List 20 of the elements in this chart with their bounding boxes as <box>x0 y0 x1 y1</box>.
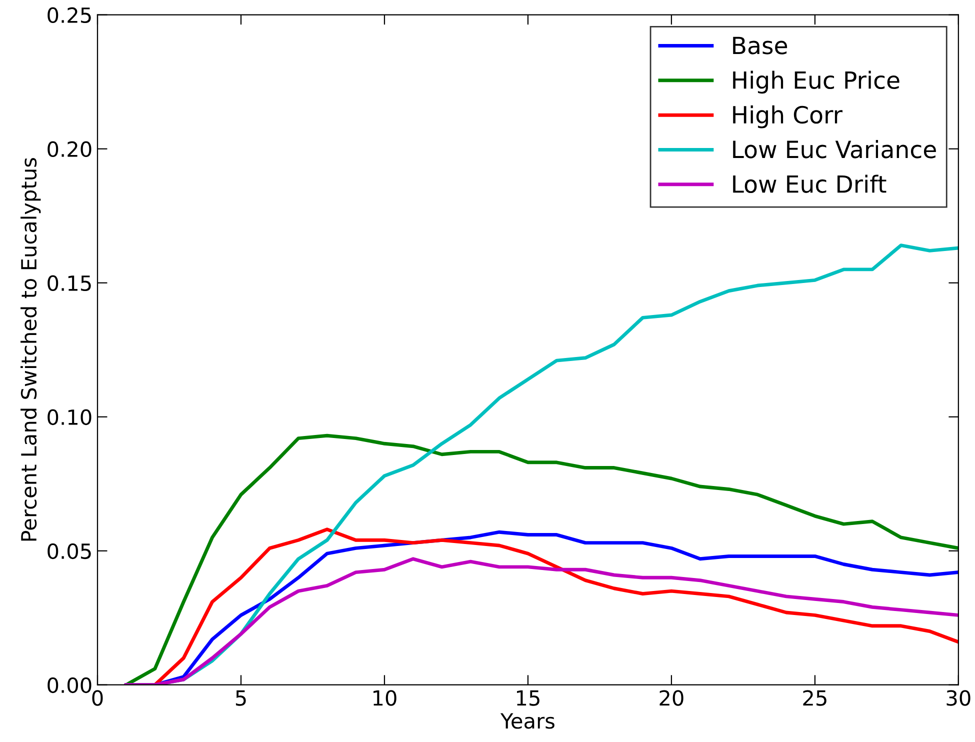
x-tick-label: 30 <box>946 690 970 706</box>
x-tick-label: 15 <box>516 690 540 706</box>
x-tick-label: 10 <box>374 690 396 706</box>
y-axis-title: Percent Land Switched to Eucalyptus <box>20 158 41 541</box>
x-tick-label: 25 <box>803 690 826 706</box>
y-tick-label: 0.25 <box>48 7 91 24</box>
legend-label: Low Euc Variance <box>733 140 936 158</box>
x-tick-label: 20 <box>660 690 684 706</box>
y-tick-label: 0.05 <box>48 543 91 560</box>
x-tick-label: 5 <box>236 690 246 706</box>
y-tick-label: 0.20 <box>48 141 92 158</box>
y-tick-label: 0.15 <box>48 275 91 292</box>
legend-label: Low Euc Drift <box>733 174 886 193</box>
x-axis-title: Years <box>500 713 554 729</box>
legend-label: Base <box>733 36 788 54</box>
x-tick-label: 0 <box>92 690 103 706</box>
y-tick-label: 0.00 <box>48 677 92 694</box>
y-tick-label: 0.10 <box>48 409 92 426</box>
legend-label: High Corr <box>733 105 843 128</box>
legend-label: High Euc Price <box>733 70 900 94</box>
